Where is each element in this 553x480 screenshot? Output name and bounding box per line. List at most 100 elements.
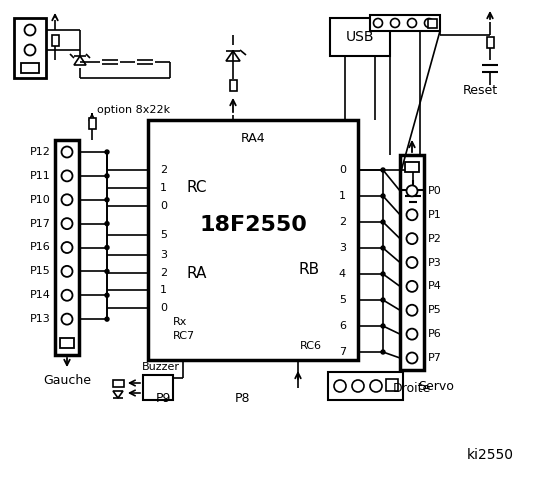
Circle shape xyxy=(334,380,346,392)
Bar xyxy=(487,36,493,48)
Circle shape xyxy=(381,298,385,302)
Text: Reset: Reset xyxy=(462,84,498,96)
Circle shape xyxy=(105,198,109,202)
Circle shape xyxy=(61,170,72,181)
Text: 18F2550: 18F2550 xyxy=(199,215,307,235)
Circle shape xyxy=(24,24,35,36)
Text: ki2550: ki2550 xyxy=(467,448,514,462)
Text: P16: P16 xyxy=(30,242,51,252)
Circle shape xyxy=(381,246,385,250)
Circle shape xyxy=(352,380,364,392)
Text: RA4: RA4 xyxy=(241,132,265,144)
Circle shape xyxy=(406,352,418,363)
Circle shape xyxy=(370,380,382,392)
Text: RB: RB xyxy=(299,263,320,277)
Text: 1: 1 xyxy=(339,191,346,201)
Circle shape xyxy=(390,19,399,27)
Text: 3: 3 xyxy=(160,250,167,260)
Circle shape xyxy=(381,194,385,198)
Bar xyxy=(330,18,390,56)
Text: 2: 2 xyxy=(160,268,167,278)
Bar xyxy=(55,140,79,355)
Circle shape xyxy=(406,305,418,316)
Circle shape xyxy=(381,272,385,276)
Circle shape xyxy=(406,233,418,244)
Bar xyxy=(328,372,403,400)
Bar xyxy=(88,118,96,129)
Circle shape xyxy=(61,266,72,277)
Bar xyxy=(143,375,173,400)
Text: USB: USB xyxy=(346,30,374,44)
Circle shape xyxy=(61,194,72,205)
Circle shape xyxy=(105,150,109,154)
Text: Servo: Servo xyxy=(418,380,454,393)
Bar xyxy=(229,80,237,91)
Text: RC6: RC6 xyxy=(300,341,322,351)
Text: P0: P0 xyxy=(428,186,442,196)
Text: P7: P7 xyxy=(428,353,442,363)
Text: option 8x22k: option 8x22k xyxy=(97,105,170,115)
Bar xyxy=(21,63,39,73)
Text: RA: RA xyxy=(186,265,206,280)
Circle shape xyxy=(381,324,385,328)
Circle shape xyxy=(381,220,385,224)
Text: 4: 4 xyxy=(339,269,346,279)
Bar xyxy=(148,120,358,360)
Text: P13: P13 xyxy=(30,314,51,324)
Circle shape xyxy=(105,174,109,178)
Circle shape xyxy=(24,45,35,56)
Text: 6: 6 xyxy=(339,321,346,331)
Text: Buzzer: Buzzer xyxy=(142,362,180,372)
Circle shape xyxy=(105,245,109,250)
Circle shape xyxy=(61,313,72,324)
Text: 1: 1 xyxy=(160,183,167,193)
Text: P8: P8 xyxy=(235,392,251,405)
Text: 1: 1 xyxy=(160,285,167,295)
Text: P4: P4 xyxy=(428,281,442,291)
Circle shape xyxy=(406,257,418,268)
Text: Gauche: Gauche xyxy=(43,373,91,386)
Text: P14: P14 xyxy=(30,290,51,300)
Circle shape xyxy=(105,269,109,274)
Circle shape xyxy=(105,222,109,226)
Bar xyxy=(405,162,419,172)
Bar xyxy=(370,15,440,31)
Circle shape xyxy=(406,185,418,196)
Text: P1: P1 xyxy=(428,210,442,220)
Text: P11: P11 xyxy=(30,171,51,181)
Circle shape xyxy=(105,317,109,321)
Text: P9: P9 xyxy=(155,392,171,405)
Circle shape xyxy=(61,290,72,301)
Bar xyxy=(51,35,59,46)
Text: 3: 3 xyxy=(339,243,346,253)
Text: P6: P6 xyxy=(428,329,442,339)
Circle shape xyxy=(406,209,418,220)
Circle shape xyxy=(61,242,72,253)
Circle shape xyxy=(381,350,385,354)
Circle shape xyxy=(61,218,72,229)
Text: 7: 7 xyxy=(339,347,346,357)
Text: 5: 5 xyxy=(339,295,346,305)
Circle shape xyxy=(381,168,385,172)
Circle shape xyxy=(406,329,418,340)
Text: P2: P2 xyxy=(428,234,442,244)
Circle shape xyxy=(408,19,416,27)
Text: 0: 0 xyxy=(160,201,167,211)
Text: 0: 0 xyxy=(339,165,346,175)
Text: P12: P12 xyxy=(30,147,51,157)
Bar xyxy=(428,19,437,28)
Circle shape xyxy=(373,19,383,27)
Bar xyxy=(14,18,46,78)
Bar xyxy=(112,380,123,386)
Text: RC7: RC7 xyxy=(173,331,195,341)
Text: P17: P17 xyxy=(30,218,51,228)
Text: P3: P3 xyxy=(428,257,442,267)
Circle shape xyxy=(406,281,418,292)
Text: P5: P5 xyxy=(428,305,442,315)
Circle shape xyxy=(105,293,109,297)
Text: RC: RC xyxy=(186,180,206,195)
Text: 0: 0 xyxy=(160,303,167,313)
Bar xyxy=(386,379,398,391)
Text: 2: 2 xyxy=(160,165,167,175)
Text: P10: P10 xyxy=(30,195,51,205)
